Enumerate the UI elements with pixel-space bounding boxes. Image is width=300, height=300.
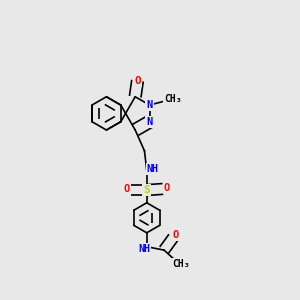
Text: NH: NH — [138, 244, 150, 254]
Text: N: N — [146, 117, 153, 127]
Text: N: N — [146, 100, 153, 110]
Text: CH₃: CH₃ — [164, 94, 182, 104]
Text: CH₃: CH₃ — [172, 259, 190, 269]
Text: O: O — [164, 183, 170, 193]
Text: S: S — [143, 185, 150, 195]
Text: NH: NH — [146, 164, 158, 174]
Text: O: O — [134, 76, 141, 85]
Text: O: O — [123, 184, 130, 194]
Text: O: O — [172, 230, 178, 240]
